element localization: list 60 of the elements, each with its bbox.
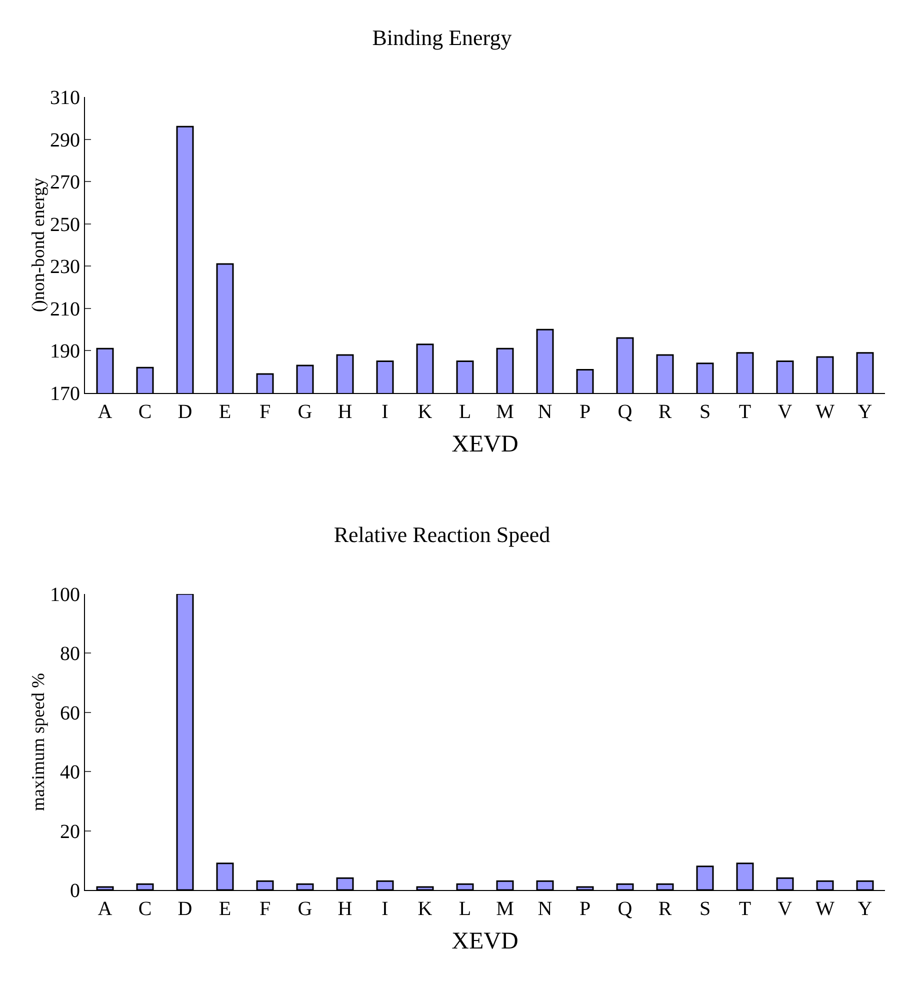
x-tick-label: M xyxy=(496,401,514,423)
x-tick-label: R xyxy=(658,401,672,423)
chart-title: Binding Energy xyxy=(372,25,512,50)
x-tick-label: D xyxy=(178,401,192,423)
x-tick-label: S xyxy=(699,898,711,920)
y-tick-label: 60 xyxy=(60,702,80,724)
x-tick-label: R xyxy=(658,898,672,920)
x-tick-label: Q xyxy=(618,898,633,920)
x-tick-label: E xyxy=(218,898,232,920)
x-tick-label: I xyxy=(382,898,388,920)
x-tick-label: G xyxy=(298,898,312,920)
y-tick-label: 80 xyxy=(60,643,80,666)
y-tick-label: 290 xyxy=(50,129,80,152)
x-tick-label: H xyxy=(338,898,352,920)
x-tick-label: P xyxy=(579,401,591,423)
y-axis-title: maximum speed % xyxy=(28,673,48,811)
x-tick-label: M xyxy=(496,898,514,920)
y-tick-label: 250 xyxy=(50,214,80,236)
x-axis-title: XEVD xyxy=(452,431,518,458)
x-tick-label: K xyxy=(418,898,433,920)
y-tick-label: 310 xyxy=(50,87,80,109)
chart-title: Relative Reaction Speed xyxy=(334,522,550,548)
x-tick-label: A xyxy=(98,401,113,423)
y-tick-label: 270 xyxy=(50,172,80,194)
y-tick-label: 40 xyxy=(60,762,80,784)
x-tick-label: W xyxy=(816,898,835,920)
x-tick-label: I xyxy=(382,401,388,423)
y-tick-label: 190 xyxy=(50,340,80,363)
x-tick-label: Y xyxy=(858,898,872,920)
x-tick-label: V xyxy=(778,898,793,920)
x-tick-label: S xyxy=(699,401,711,423)
x-tick-label: W xyxy=(816,401,835,423)
x-tick-label: T xyxy=(738,898,752,920)
x-tick-label: N xyxy=(538,401,552,423)
x-tick-label: C xyxy=(138,898,152,920)
y-tick-label: 0 xyxy=(70,880,80,902)
x-tick-label: A xyxy=(98,898,113,920)
x-tick-label: D xyxy=(178,898,192,920)
x-tick-label: H xyxy=(338,401,352,423)
x-tick-label: L xyxy=(458,401,472,423)
x-axis-title: XEVD xyxy=(452,928,518,954)
x-tick-label: K xyxy=(418,401,433,423)
x-tick-label: T xyxy=(738,401,752,423)
y-axis-title: ()non-bond energy xyxy=(28,178,48,312)
y-tick-label: 20 xyxy=(60,820,80,843)
x-tick-label: F xyxy=(259,401,271,423)
x-tick-label: F xyxy=(259,898,271,920)
y-tick-label: 210 xyxy=(50,298,80,320)
x-tick-label: Q xyxy=(618,401,633,423)
x-tick-label: P xyxy=(579,898,591,920)
x-tick-label: V xyxy=(778,401,793,423)
x-tick-label: C xyxy=(138,401,152,423)
x-tick-label: E xyxy=(218,401,232,423)
x-tick-label: L xyxy=(458,898,472,920)
y-tick-label: 100 xyxy=(50,584,80,606)
x-tick-label: G xyxy=(298,401,312,423)
y-tick-label: 230 xyxy=(50,256,80,278)
x-tick-label: N xyxy=(538,898,552,920)
x-tick-label: Y xyxy=(858,401,872,423)
y-tick-label: 170 xyxy=(50,383,80,405)
